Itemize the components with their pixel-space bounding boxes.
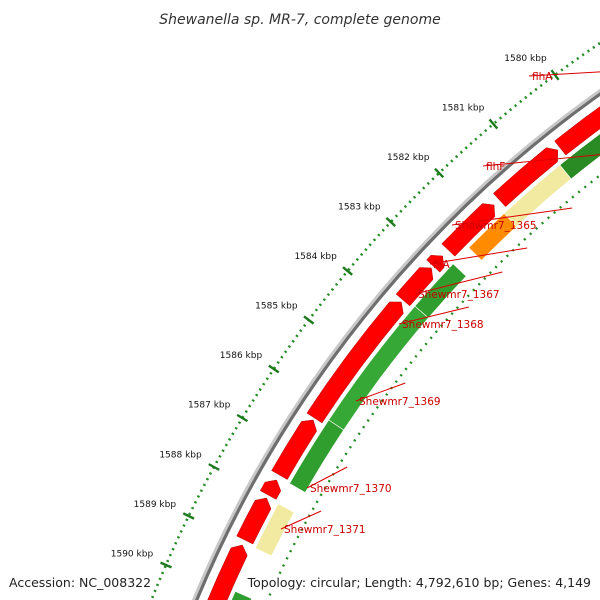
ruler-tick [208,463,220,471]
red-cds-feature [236,497,272,545]
gene-label: Shewmr7_1368 [402,319,484,331]
ruler-tick-label: 1584 kbp [294,252,337,262]
ruler-tick-label: 1580 kbp [504,54,547,64]
label-leader-line [451,207,573,226]
ruler-tick [385,217,397,227]
accession-text: Accession: NC_008322 [8,575,153,590]
inner-dotted-arc [266,173,600,600]
gene-label: flhA [532,71,553,83]
label-leader-line [306,466,348,489]
ruler-tick [434,167,445,179]
gene-label: flhF [486,161,505,173]
ruler-tick [303,315,315,325]
label-leader-line [482,154,600,167]
red-cds-feature [271,419,317,480]
gene-label: Shewmr7_1370 [310,483,392,495]
ruler-tick [342,266,353,276]
label-leader-line [355,382,406,402]
label-leader-line [429,247,528,265]
label-leader-line [414,271,503,295]
genome-stats-text: Topology: circular; Length: 4,792,610 bp… [246,575,592,590]
shewmr7-1367-feature [414,263,467,319]
red-cds-feature [306,301,404,424]
red-cds-feature [493,147,558,207]
ruler-tick-label: 1581 kbp [442,103,485,113]
ruler-tick [160,561,172,569]
ruler-tick-label: 1589 kbp [134,500,177,510]
feature-tracks [191,88,600,600]
backbone [195,92,600,600]
ruler-tick [182,512,195,520]
ruler-tick-label: 1582 kbp [387,153,430,163]
ruler-tick-label: 1583 kbp [338,202,381,212]
shewmr7-1368-feature [328,305,429,431]
ruler-tick-label: 1587 kbp [188,401,231,411]
feature-labels: flhA flhF Shewmr7_1365 fliA Shewmr7_1367 Shew… [280,71,600,536]
red-cds-feature [395,267,434,307]
red-cds-feature [554,106,600,156]
gene-label: fliA [433,259,451,271]
map-title: Shewanella sp. MR-7, complete genome [159,12,440,28]
ruler-tick-label: 1586 kbp [220,351,263,361]
ruler-tick-label: 1590 kbp [111,549,154,559]
ruler-tick [236,413,249,423]
label-leader-line [528,71,600,77]
label-leader-line [398,306,469,325]
ruler-tick-label: 1588 kbp [159,450,202,460]
shewmr7-1365-feature [503,164,572,228]
ruler-tick [268,364,280,374]
gene-label: Shewmr7_1367 [418,289,500,301]
red-cds-feature [441,203,496,257]
ruler: 1580 kbp 1581 kbp 1582 kbp 1583 kbp 1584 kbp… [111,41,600,600]
backbone-outer [191,88,600,600]
red-cds-feature [207,544,248,600]
ruler-tick [488,118,499,130]
ruler-tick [550,69,560,81]
gene-label: Shewmr7_1371 [284,524,366,536]
red-cds-feature [259,479,282,500]
shewmr7-1371-feature [254,503,295,557]
label-leader-line [280,510,322,530]
gene-label: Shewmr7_1365 [455,220,537,232]
next-feature [231,590,253,600]
gene-label: Shewmr7_1369 [359,396,441,408]
fliA-feature [468,212,517,261]
ruler-tick-label: 1585 kbp [255,302,298,312]
